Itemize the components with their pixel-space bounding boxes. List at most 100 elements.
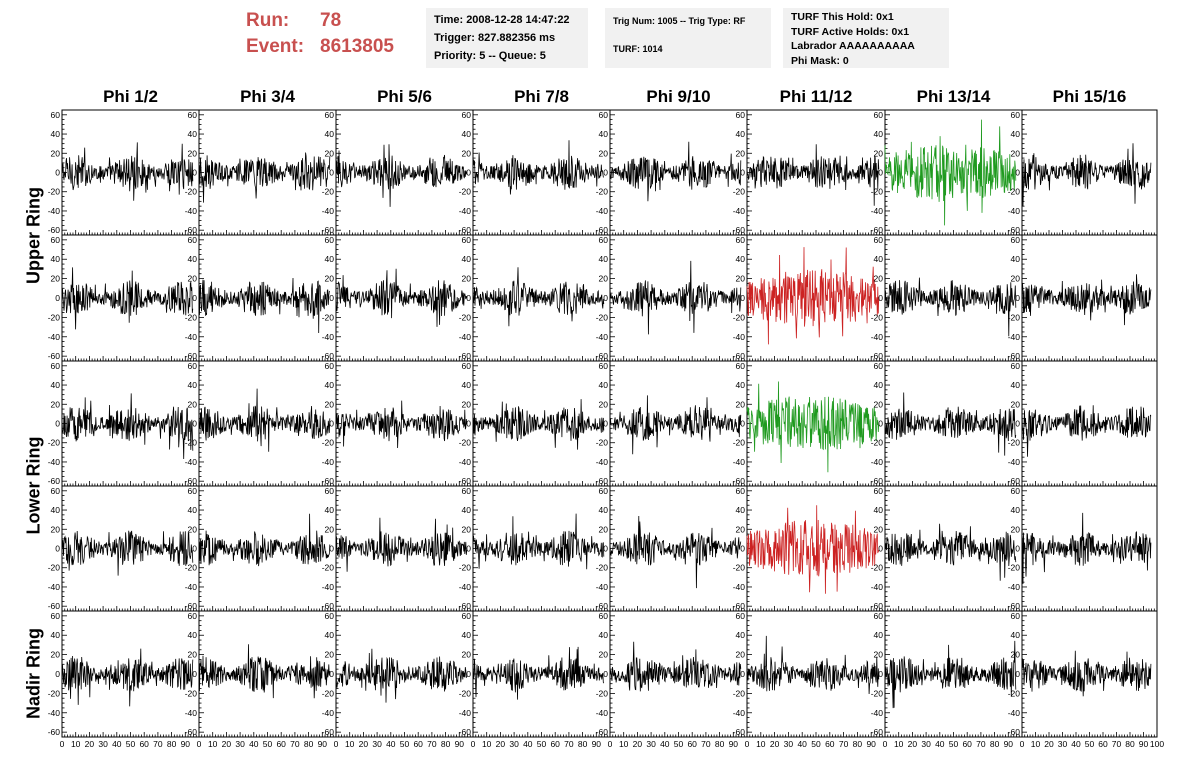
x-tick-label: 0 [334, 739, 339, 749]
x-tick-label: 30 [372, 739, 382, 749]
turf-info-box: TURF This Hold: 0x1 TURF Active Holds: 0… [783, 8, 949, 68]
x-tick-label: 70 [290, 739, 300, 749]
y-tick-label: -20 [1008, 312, 1021, 322]
x-tick-label: 50 [126, 739, 136, 749]
phi-header: Phi 3/4 [240, 87, 295, 106]
y-tick-label: 0 [603, 544, 608, 554]
x-tick-label: 20 [85, 739, 95, 749]
y-tick-label: 60 [874, 235, 884, 245]
y-tick-label: 0 [1015, 544, 1020, 554]
y-tick-label: -40 [322, 582, 335, 592]
trigger-text: Trigger: 827.882356 ms [434, 32, 556, 44]
y-tick-label: -20 [48, 438, 61, 448]
waveform-line [472, 646, 605, 700]
y-tick-label: 60 [325, 235, 335, 245]
waveform-line [198, 388, 331, 452]
y-tick-label: -60 [459, 727, 472, 737]
y-tick-label: 20 [51, 274, 61, 284]
y-tick-label: -60 [1008, 727, 1021, 737]
y-tick-label: 60 [736, 110, 746, 120]
y-tick-label: -20 [459, 563, 472, 573]
waveform-line [609, 260, 742, 335]
x-tick-label: 70 [701, 739, 711, 749]
x-tick-label: 70 [976, 739, 986, 749]
y-tick-label: 20 [874, 148, 884, 158]
y-tick-label: 40 [599, 380, 609, 390]
y-tick-label: -20 [1008, 688, 1021, 698]
x-tick-label: 30 [98, 739, 108, 749]
y-tick-label: -20 [48, 688, 61, 698]
y-tick-label: -40 [733, 457, 746, 467]
priority-text: Priority: 5 -- Queue: 5 [434, 50, 546, 62]
y-tick-label: -60 [185, 601, 198, 611]
y-tick-label: 40 [599, 630, 609, 640]
x-tick-label: 20 [222, 739, 232, 749]
y-tick-label: -20 [1008, 563, 1021, 573]
x-tick-label: 40 [523, 739, 533, 749]
waveform-line [1021, 405, 1152, 457]
y-tick-label: 20 [188, 148, 198, 158]
y-tick-label: -20 [733, 187, 746, 197]
y-tick-label: 60 [736, 361, 746, 371]
x-tick-label: 40 [386, 739, 396, 749]
y-tick-label: 40 [462, 505, 472, 515]
x-tick-label: 20 [359, 739, 369, 749]
y-tick-label: 0 [878, 669, 883, 679]
y-tick-label: 0 [192, 669, 197, 679]
y-tick-label: -20 [871, 187, 884, 197]
y-tick-label: 60 [1011, 611, 1021, 621]
y-tick-label: -20 [459, 312, 472, 322]
y-tick-label: 40 [325, 254, 335, 264]
phi-header: Phi 9/10 [646, 87, 711, 106]
waveform-line [610, 395, 742, 455]
y-tick-label: 20 [51, 650, 61, 660]
y-tick-label: 20 [736, 524, 746, 534]
y-tick-label: 60 [599, 110, 609, 120]
y-tick-label: 40 [874, 380, 884, 390]
y-tick-label: -60 [48, 727, 61, 737]
y-tick-label: 20 [462, 524, 472, 534]
x-tick-label: 50 [674, 739, 684, 749]
x-tick-label: 10 [756, 739, 766, 749]
y-tick-label: -40 [871, 206, 884, 216]
y-tick-label: 60 [599, 235, 609, 245]
y-tick-label: -60 [596, 225, 609, 235]
x-tick-label: 10 [894, 739, 904, 749]
y-tick-label: 0 [466, 293, 471, 303]
waveform-line [335, 648, 468, 703]
x-tick-label: 30 [235, 739, 245, 749]
waveform-line [746, 635, 880, 695]
run-value: 78 [320, 10, 342, 31]
event-label: Event: [246, 36, 305, 57]
y-tick-label: 0 [55, 419, 60, 429]
x-tick-label: 0 [60, 739, 65, 749]
y-tick-label: 40 [188, 380, 198, 390]
y-tick-label: 40 [51, 630, 61, 640]
y-tick-label: -60 [733, 476, 746, 486]
x-tick-label: 80 [441, 739, 451, 749]
waveform-line [746, 144, 880, 206]
x-tick-label: 30 [921, 739, 931, 749]
y-tick-label: -20 [322, 187, 335, 197]
x-tick-label: 20 [633, 739, 643, 749]
y-tick-label: 40 [874, 254, 884, 264]
y-tick-label: 40 [51, 254, 61, 264]
y-tick-label: -20 [596, 688, 609, 698]
y-tick-label: 20 [1011, 148, 1021, 158]
y-tick-label: -40 [185, 332, 198, 342]
y-tick-label: -60 [596, 601, 609, 611]
x-tick-label: 80 [1125, 739, 1135, 749]
waveform-line [1021, 650, 1152, 697]
y-tick-label: -20 [48, 312, 61, 322]
y-tick-label: -20 [185, 563, 198, 573]
y-tick-label: 60 [51, 611, 61, 621]
x-tick-label: 10 [482, 739, 492, 749]
y-tick-label: -40 [596, 708, 609, 718]
y-tick-label: 0 [466, 419, 471, 429]
y-tick-label: -60 [185, 727, 198, 737]
y-tick-label: -60 [48, 225, 61, 235]
y-tick-label: 40 [188, 129, 198, 139]
y-tick-label: 60 [188, 110, 198, 120]
y-tick-label: 0 [740, 168, 745, 178]
